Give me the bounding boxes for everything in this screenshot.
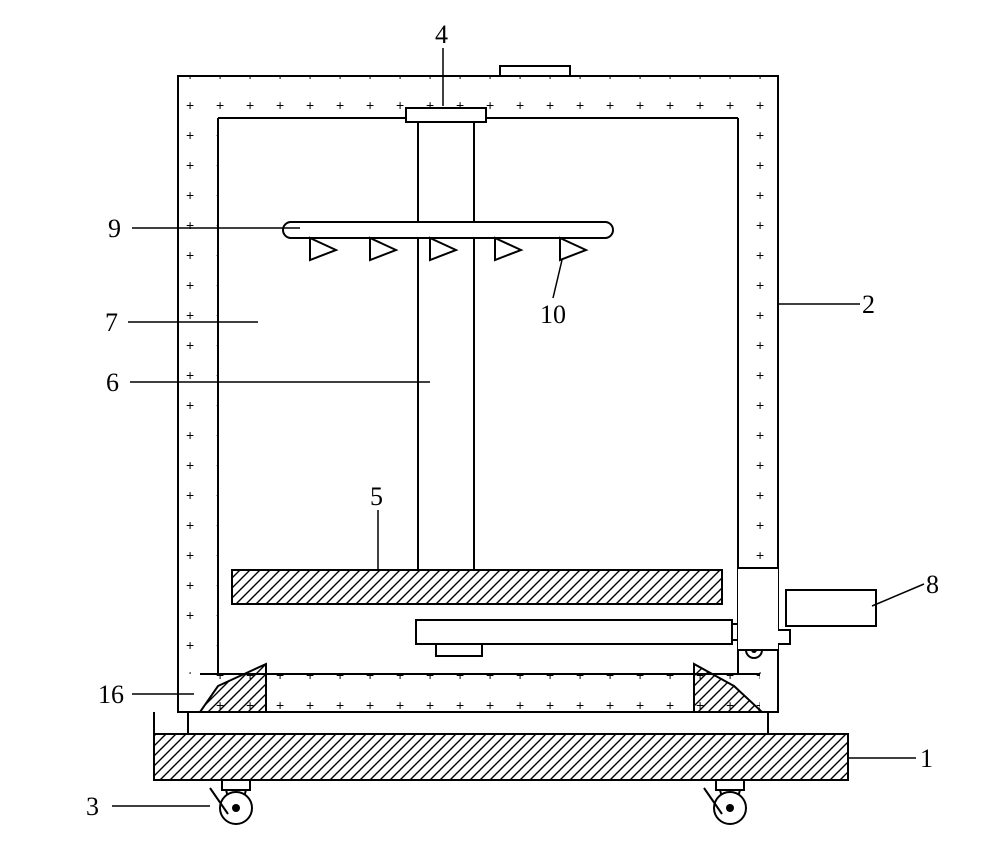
diagram-svg: +	[0, 0, 1000, 863]
diagram-stage: + 4 9 2 7 10 6 5 8 16 1 3	[0, 0, 1000, 863]
callout-5: 5	[370, 482, 383, 512]
callout-1: 1	[920, 744, 933, 774]
callout-8: 8	[926, 570, 939, 600]
callout-4: 4	[435, 20, 448, 50]
callout-2: 2	[862, 290, 875, 320]
callout-10: 10	[540, 300, 566, 330]
callout-7: 7	[105, 308, 118, 338]
callout-3: 3	[86, 792, 99, 822]
callout-6: 6	[106, 368, 119, 398]
drawing-group	[154, 66, 876, 824]
callout-9: 9	[108, 214, 121, 244]
callout-16: 16	[98, 680, 124, 710]
